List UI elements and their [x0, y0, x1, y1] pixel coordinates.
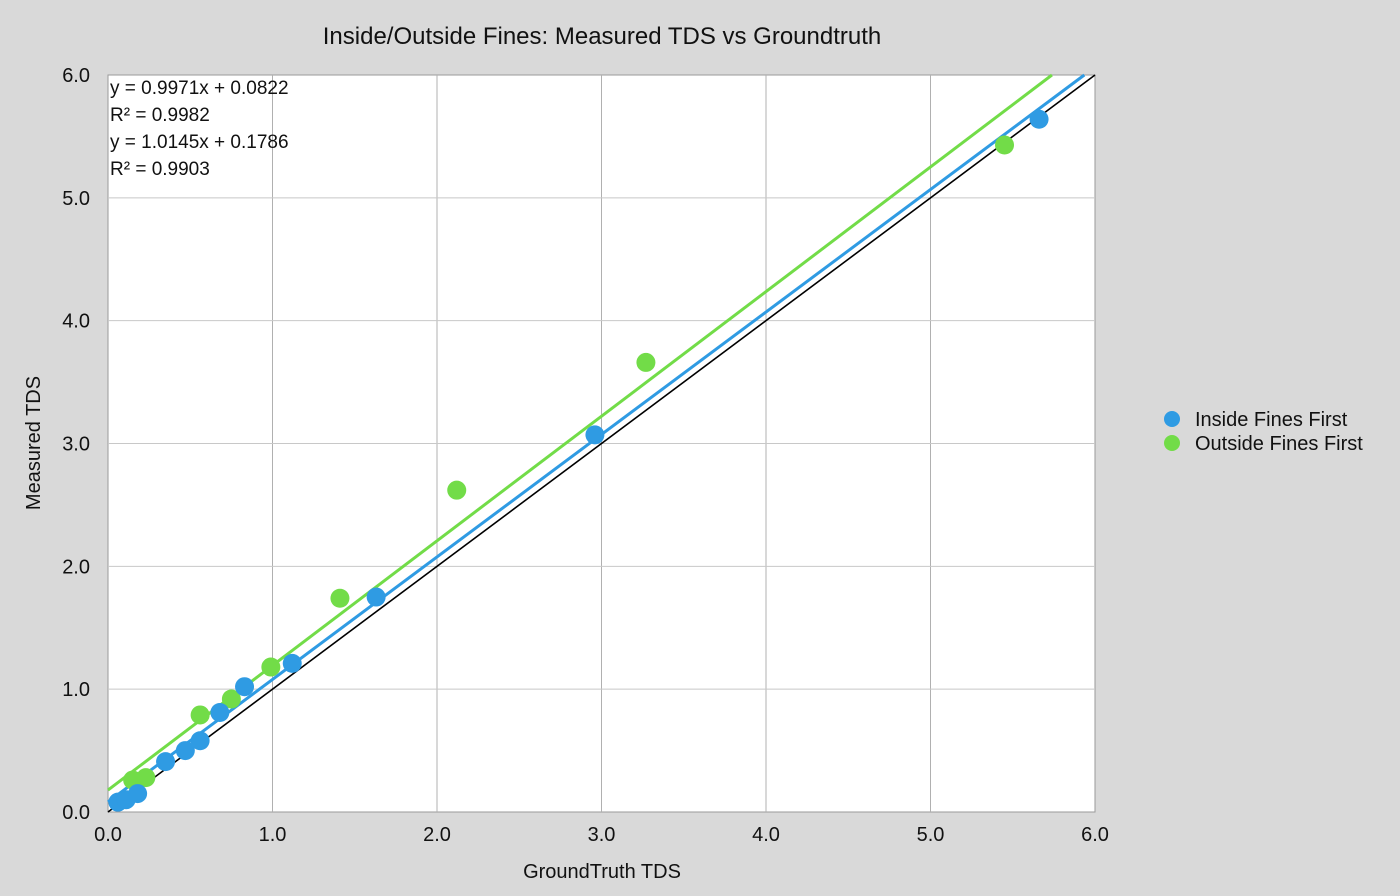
legend: Inside Fines First Outside Fines First	[1164, 409, 1363, 455]
y-tick-label: 1.0	[62, 679, 90, 701]
point-inside	[235, 677, 255, 697]
point-outside	[330, 588, 350, 608]
y-tick-label: 2.0	[62, 556, 90, 578]
x-axis-label: GroundTruth TDS	[523, 861, 681, 883]
x-tick-label: 0.0	[94, 824, 122, 846]
y-tick-label: 0.0	[62, 802, 90, 824]
x-axis-ticks: 0.0 1.0 2.0 3.0 4.0 5.0 6.0	[94, 824, 1109, 846]
y-tick-label: 6.0	[62, 65, 90, 87]
y-axis-ticks: 0.0 1.0 2.0 3.0 4.0 5.0 6.0	[62, 65, 90, 824]
legend-marker-outside	[1164, 435, 1180, 451]
point-outside	[261, 657, 281, 677]
annotation-eq-2: y = 1.0145x + 0.1786	[110, 132, 289, 153]
point-inside	[156, 752, 176, 772]
x-tick-label: 6.0	[1081, 824, 1109, 846]
point-outside	[995, 135, 1015, 155]
x-tick-label: 4.0	[752, 824, 780, 846]
y-axis-label: Measured TDS	[23, 376, 45, 510]
data-points	[108, 109, 1049, 812]
x-tick-label: 5.0	[917, 824, 945, 846]
chart-title: Inside/Outside Fines: Measured TDS vs Gr…	[323, 23, 881, 50]
point-inside	[366, 587, 386, 607]
annotation-r2-1: R² = 0.9982	[110, 105, 210, 126]
legend-marker-inside	[1164, 411, 1180, 427]
reference-line-group	[107, 74, 1096, 813]
point-inside	[210, 703, 230, 723]
point-inside	[190, 731, 210, 751]
x-tick-label: 1.0	[259, 824, 287, 846]
x-tick-label: 2.0	[423, 824, 451, 846]
y-tick-label: 4.0	[62, 311, 90, 333]
legend-label-inside: Inside Fines First	[1195, 409, 1348, 431]
point-outside	[190, 705, 210, 725]
legend-label-outside: Outside Fines First	[1195, 433, 1363, 455]
point-outside	[221, 689, 241, 709]
annotation-eq-1: y = 0.9971x + 0.0822	[110, 78, 289, 99]
y-tick-label: 3.0	[62, 434, 90, 456]
x-tick-label: 3.0	[588, 824, 616, 846]
point-inside	[585, 425, 605, 445]
point-outside	[636, 352, 656, 372]
point-inside	[128, 784, 148, 804]
annotation-r2-2: R² = 0.9903	[110, 159, 210, 180]
point-inside	[175, 741, 195, 761]
y-tick-label: 5.0	[62, 188, 90, 210]
point-outside	[447, 480, 467, 500]
point-outside	[136, 768, 156, 788]
point-inside	[282, 653, 302, 673]
reference-line	[107, 74, 1096, 813]
point-inside	[1029, 109, 1049, 129]
